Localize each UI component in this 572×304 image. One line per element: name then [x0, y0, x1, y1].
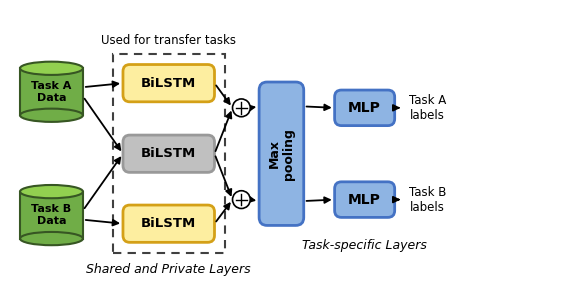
FancyBboxPatch shape: [335, 182, 395, 217]
Ellipse shape: [20, 232, 83, 245]
Text: BiLSTM: BiLSTM: [141, 77, 196, 90]
Text: Used for transfer tasks: Used for transfer tasks: [101, 34, 236, 47]
FancyBboxPatch shape: [123, 205, 214, 242]
Text: Task A
Data: Task A Data: [31, 81, 72, 102]
Text: Task-specific Layers: Task-specific Layers: [302, 239, 427, 252]
Polygon shape: [20, 192, 83, 239]
Polygon shape: [20, 68, 83, 115]
Text: MLP: MLP: [348, 101, 381, 115]
Text: Task B
labels: Task B labels: [409, 186, 446, 214]
FancyBboxPatch shape: [259, 82, 304, 226]
Circle shape: [232, 99, 251, 117]
Circle shape: [232, 191, 251, 209]
FancyBboxPatch shape: [335, 90, 395, 126]
Ellipse shape: [20, 109, 83, 122]
Text: Task B
Data: Task B Data: [31, 204, 72, 226]
Bar: [113, 54, 225, 253]
Text: Shared and Private Layers: Shared and Private Layers: [86, 263, 251, 276]
Text: MLP: MLP: [348, 193, 381, 207]
Text: Max
pooling: Max pooling: [268, 128, 295, 180]
Text: BiLSTM: BiLSTM: [141, 147, 196, 160]
FancyBboxPatch shape: [123, 64, 214, 102]
Text: Task A
labels: Task A labels: [409, 94, 446, 122]
FancyBboxPatch shape: [123, 135, 214, 172]
Text: BiLSTM: BiLSTM: [141, 217, 196, 230]
Ellipse shape: [20, 185, 83, 198]
Ellipse shape: [20, 62, 83, 75]
